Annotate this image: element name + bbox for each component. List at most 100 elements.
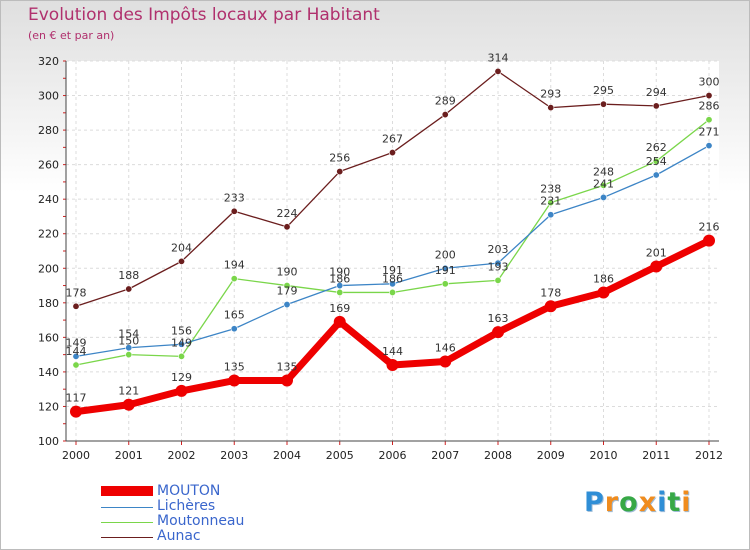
legend-swatch-licheres — [101, 507, 153, 508]
data-point-aunac — [125, 285, 133, 293]
data-label-mouton: 144 — [382, 345, 403, 358]
data-label-aunac: 267 — [382, 133, 403, 146]
data-label-moutonneau: 262 — [646, 141, 667, 154]
y-tick-label: 200 — [38, 262, 59, 275]
x-tick-label: 2004 — [273, 449, 301, 462]
logo-letter: P — [584, 487, 605, 518]
data-point-lichres — [72, 352, 80, 360]
x-tick-label: 2005 — [326, 449, 354, 462]
data-label-mouton: 186 — [593, 272, 614, 285]
data-point-mouton — [439, 355, 452, 368]
logo-letter: i — [657, 487, 668, 518]
data-point-moutonneau — [441, 280, 449, 288]
data-label-aunac: 295 — [593, 84, 614, 97]
data-label-aunac: 204 — [171, 241, 192, 254]
data-label-lichres: 200 — [435, 248, 456, 261]
data-label-lichres: 190 — [329, 266, 350, 279]
data-label-moutonneau: 144 — [66, 345, 87, 358]
data-label-aunac: 188 — [118, 269, 139, 282]
data-label-mouton: 201 — [646, 247, 667, 260]
data-point-moutonneau — [230, 275, 238, 283]
data-label-lichres: 149 — [66, 336, 87, 349]
data-label-lichres: 241 — [593, 177, 614, 190]
data-label-lichres: 165 — [224, 309, 245, 322]
data-point-mouton — [492, 326, 504, 339]
data-point-mouton — [650, 260, 663, 273]
data-point-mouton — [544, 300, 557, 313]
chart-title: Evolution des Impôts locaux par Habitant — [28, 5, 380, 25]
data-label-mouton: 178 — [540, 286, 561, 299]
data-point-lichres — [178, 340, 186, 348]
data-point-lichres — [652, 171, 660, 179]
data-label-moutonneau: 194 — [224, 259, 245, 272]
data-label-mouton: 169 — [329, 302, 350, 315]
data-point-lichres — [547, 211, 555, 219]
logo-letter: x — [638, 487, 658, 518]
data-point-aunac — [547, 104, 555, 112]
data-point-mouton — [703, 234, 715, 247]
data-point-lichres — [125, 344, 133, 352]
legend-swatch-aunac — [101, 537, 153, 538]
data-point-mouton — [175, 384, 188, 397]
x-tick-label: 2001 — [115, 449, 143, 462]
data-point-moutonneau — [388, 288, 396, 296]
data-point-moutonneau — [72, 361, 80, 369]
data-point-mouton — [70, 405, 82, 418]
data-point-mouton — [122, 398, 135, 411]
legend-label-mouton: MOUTON — [157, 483, 221, 499]
data-point-aunac — [705, 92, 713, 100]
data-point-aunac — [336, 168, 344, 176]
y-tick-label: 160 — [38, 331, 59, 344]
y-tick-label: 320 — [38, 55, 59, 68]
logo-letter: t — [667, 487, 682, 518]
x-tick-label: 2006 — [379, 449, 407, 462]
data-point-aunac — [599, 100, 607, 108]
y-tick-label: 120 — [38, 400, 59, 413]
legend-label-moutonneau: Moutonneau — [157, 513, 245, 529]
data-point-lichres — [441, 264, 449, 272]
data-point-lichres — [599, 193, 607, 201]
data-label-mouton: 117 — [66, 392, 87, 405]
proxiti-logo: Proxiti — [584, 487, 692, 518]
y-tick-label: 180 — [38, 297, 59, 310]
data-point-moutonneau — [494, 276, 502, 284]
data-point-lichres — [230, 325, 238, 333]
y-tick-label: 300 — [38, 90, 59, 103]
data-label-aunac: 300 — [699, 76, 720, 89]
y-tick-label: 220 — [38, 228, 59, 241]
data-point-aunac — [441, 111, 449, 119]
data-label-mouton: 146 — [435, 342, 456, 355]
data-label-aunac: 224 — [277, 207, 298, 220]
data-label-lichres: 191 — [382, 264, 403, 277]
data-point-moutonneau — [178, 352, 186, 360]
x-tick-label: 2002 — [168, 449, 196, 462]
data-point-mouton — [597, 286, 610, 299]
data-point-moutonneau — [547, 199, 555, 207]
data-label-aunac: 314 — [488, 51, 509, 64]
data-point-moutonneau — [652, 157, 660, 165]
x-tick-label: 2012 — [695, 449, 723, 462]
data-label-moutonneau: 248 — [593, 165, 614, 178]
data-point-lichres — [705, 142, 713, 150]
data-label-moutonneau: 190 — [277, 266, 298, 279]
data-point-moutonneau — [125, 351, 133, 359]
data-label-lichres: 203 — [488, 243, 509, 256]
chart-subtitle: (en € et par an) — [28, 29, 115, 42]
legend-swatch-mouton — [101, 486, 153, 496]
data-point-lichres — [283, 301, 291, 309]
y-tick-label: 100 — [38, 435, 59, 448]
data-point-aunac — [72, 302, 80, 310]
data-label-moutonneau: 191 — [435, 264, 456, 277]
data-point-aunac — [652, 102, 660, 110]
x-tick-label: 2010 — [590, 449, 618, 462]
data-label-aunac: 293 — [540, 88, 561, 101]
x-tick-label: 2007 — [431, 449, 459, 462]
data-point-aunac — [388, 149, 396, 157]
data-label-aunac: 289 — [435, 95, 456, 108]
data-label-lichres: 231 — [540, 195, 561, 208]
data-label-moutonneau: 286 — [699, 100, 720, 113]
logo-letter: o — [619, 487, 639, 518]
legend-label-licheres: Lichères — [157, 498, 216, 514]
data-label-aunac: 233 — [224, 191, 245, 204]
